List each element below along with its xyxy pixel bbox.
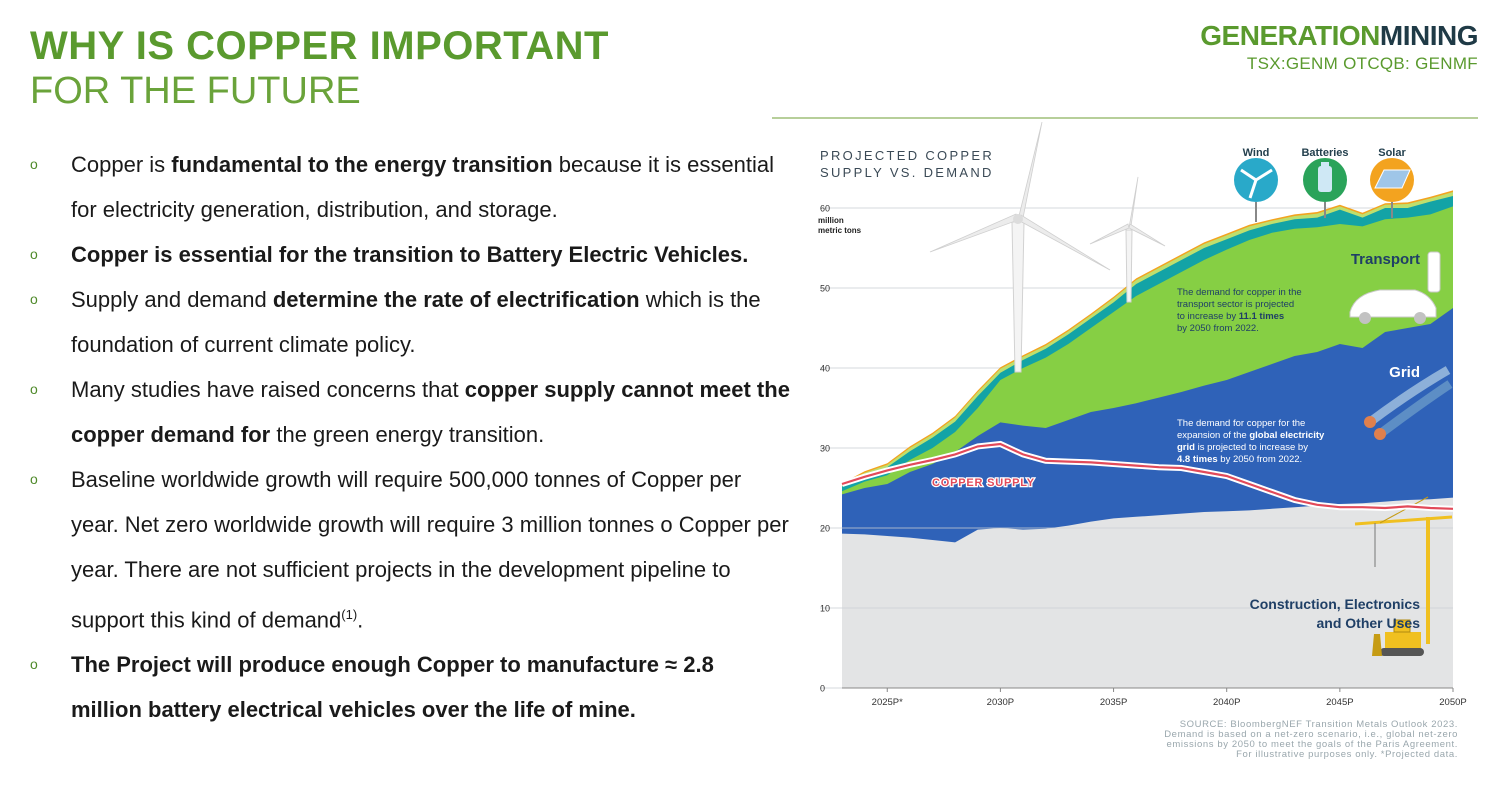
brand-name: GENERATIONMINING — [1200, 20, 1478, 52]
grid-text-highlight2: grid — [1177, 442, 1195, 453]
bullet-text: Supply and demand — [71, 287, 273, 312]
source-line: Demand is based on a net-zero scenario, … — [1164, 729, 1458, 740]
x-tick-label: 2035P — [1100, 697, 1127, 708]
copper-supply-line — [841, 440, 1454, 512]
bullet-text-bold: fundamental to the energy transition — [171, 152, 553, 177]
bullet-text-bold: Copper is essential for the transition t… — [71, 242, 749, 267]
area-construction — [842, 497, 1453, 688]
bullet-item: o The Project will produce enough Copper … — [30, 642, 790, 732]
grid-text-line3: grid is projected to increase by — [1177, 442, 1308, 453]
electric-car-icon — [1349, 251, 1441, 324]
wind-turbine-large-icon — [929, 122, 1111, 373]
bullet-item: o Copper is essential for the transition … — [30, 232, 790, 277]
grid-text-line2: expansion of the global electricity — [1177, 430, 1325, 441]
grid-text-line4b: by 2050 from 2022. — [1218, 454, 1303, 465]
grid-text-highlight3: 4.8 times — [1177, 454, 1218, 465]
wind-label: Wind — [1243, 147, 1270, 159]
header-divider — [772, 117, 1478, 119]
transport-text-line2: transport sector is projected — [1177, 299, 1294, 310]
x-tick-label: 2025P* — [872, 697, 903, 708]
bullet-marker-icon: o — [30, 381, 38, 397]
transport-text-line3: to increase by 11.1 times — [1177, 311, 1284, 322]
bullet-text: (1) — [341, 607, 358, 622]
source-line: emissions by 2050 to meet the goals of t… — [1166, 739, 1458, 750]
transport-text-line4: by 2050 from 2022. — [1177, 323, 1259, 334]
transport-label: Transport — [1351, 251, 1420, 268]
solar-label: Solar — [1378, 147, 1406, 159]
page-subtitle: FOR THE FUTURE — [30, 70, 361, 112]
company-logo: GENERATIONMINING TSX:GENM OTCQB: GENMF — [1200, 20, 1478, 74]
page-title: WHY IS COPPER IMPORTANT — [30, 24, 609, 68]
chart-areas — [842, 190, 1453, 689]
bullet-text: the green energy transition. — [270, 422, 545, 447]
chart-source-note: SOURCE: BloombergNEF Transition Metals O… — [978, 720, 1458, 760]
wind-turbine-small-icon — [1089, 176, 1166, 303]
bullet-text: Many studies have raised concerns that — [71, 377, 465, 402]
y-tick-label: 60 — [820, 204, 830, 214]
bullet-text: . — [357, 607, 364, 633]
grid-text-line2a: expansion of the — [1177, 430, 1249, 441]
transport-annotation: The demand for copper in the transport s… — [1177, 287, 1302, 334]
x-tick-label: 2040P — [1213, 697, 1240, 708]
chart-axes: 0 10 20 30 40 50 60 2025P* 2030P 2035P 2040P 2045P 2… — [820, 204, 1467, 709]
bullet-marker-icon: o — [30, 656, 38, 673]
bullet-marker-icon: o — [30, 246, 38, 262]
bullet-marker-icon: o — [30, 156, 38, 172]
wind-icon — [1234, 158, 1278, 222]
grid-text-line1: The demand for copper for the — [1177, 418, 1305, 429]
bullet-text-bold: determine the rate of electrification — [272, 287, 640, 312]
grid-text-line4: 4.8 times by 2050 from 2022. — [1177, 454, 1302, 465]
brand-part-generation: GENERATION — [1200, 20, 1380, 51]
bullet-text: which is the foundation of current clima… — [71, 287, 761, 357]
chart-illustrations — [929, 122, 1453, 656]
batteries-icon — [1303, 158, 1347, 218]
grid-text-highlight1: global electricity — [1249, 430, 1325, 441]
y-tick-label: 40 — [820, 364, 830, 374]
copper-cables-icon — [1364, 366, 1453, 440]
y-unit-line2: metric tons — [818, 226, 862, 235]
bullet-item: o Many studies have raised concerns that … — [30, 367, 790, 457]
grid-text-line3b: is projected to increase by — [1195, 442, 1308, 453]
grid-label: Grid — [1389, 364, 1420, 381]
bullet-item: o Baseline worldwide growth will require … — [30, 457, 790, 642]
copper-supply-demand-chart: 0 10 20 30 40 50 60 2025P* 2030P 2035P 2040P 2045P 2… — [818, 122, 1467, 709]
transport-text-highlight: 11.1 times — [1239, 311, 1284, 322]
chart-title-line1: PROJECTED COPPER — [820, 148, 994, 163]
ticker-symbols: TSX:GENM OTCQB: GENMF — [1246, 54, 1478, 73]
source-line: SOURCE: BloombergNEF Transition Metals O… — [1179, 719, 1458, 730]
bullet-text: Baseline worldwide growth will require 5… — [71, 467, 789, 633]
bullet-list: o Copper is fundamental to the energy tra… — [30, 142, 790, 732]
grid-annotation: The demand for copper for the expansion … — [1177, 418, 1325, 465]
source-line: For illustrative purposes only. *Project… — [1236, 749, 1458, 760]
y-tick-label: 50 — [820, 284, 830, 294]
solar-icon — [1370, 158, 1414, 218]
copper-supply-label: COPPER SUPPLY — [932, 477, 1035, 489]
x-tick-label: 2050P — [1439, 697, 1466, 708]
transport-text-line3a: to increase by — [1177, 311, 1239, 322]
bullet-marker-icon: o — [30, 471, 38, 487]
y-tick-label: 30 — [820, 444, 830, 454]
transport-text-line1: The demand for copper in the — [1177, 287, 1302, 298]
bullet-text: Copper is — [71, 152, 172, 177]
x-tick-label: 2030P — [987, 697, 1014, 708]
bullet-item: o Supply and demand determine the rate of… — [30, 277, 790, 367]
bullet-text-bold: The Project will produce enough Copper t… — [71, 652, 714, 723]
batteries-label: Batteries — [1301, 147, 1348, 159]
brand-part-mining: MINING — [1379, 20, 1479, 51]
bullet-marker-icon: o — [30, 291, 38, 307]
y-tick-label: 10 — [820, 604, 830, 614]
bullet-item: o Copper is fundamental to the energy tra… — [30, 142, 790, 232]
y-tick-label: 0 — [820, 684, 825, 694]
construction-label-line1: Construction, Electronics — [1250, 596, 1421, 612]
construction-label-line2: and Other Uses — [1317, 615, 1421, 631]
bullet-text: because it is essential for electricity … — [71, 152, 774, 222]
x-tick-label: 2045P — [1326, 697, 1353, 708]
supply-line — [841, 442, 1454, 510]
y-unit-line1: million — [818, 216, 844, 225]
bullet-text-bold: copper supply cannot meet the copper dem… — [71, 377, 790, 447]
y-tick-label: 20 — [820, 524, 830, 534]
construction-crane-icon — [1354, 496, 1453, 644]
bulldozer-icon — [1372, 619, 1424, 656]
chart-title-line2: SUPPLY VS. DEMAND — [820, 165, 994, 180]
